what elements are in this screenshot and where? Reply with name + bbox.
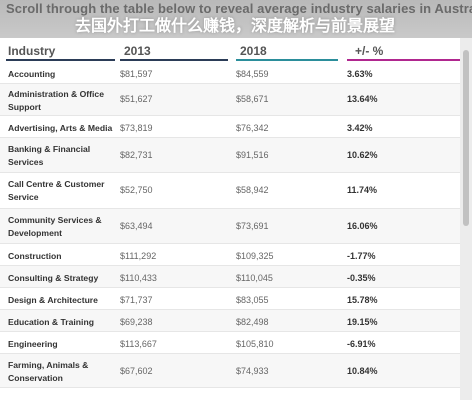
cell-pct: -1.77% bbox=[347, 251, 376, 261]
cell-v2018: $110,045 bbox=[236, 273, 273, 283]
table-row: Call Centre & Customer Service $52,750 $58… bbox=[0, 173, 460, 209]
table-row: Farming, Animals & Conservation $67,602 $7… bbox=[0, 354, 460, 388]
table-scrollbar[interactable] bbox=[460, 38, 472, 400]
table-row: Advertising, Arts & Media $73,819 $76,342 3… bbox=[0, 116, 460, 138]
cell-industry: Education & Training bbox=[8, 317, 94, 327]
cell-v2013: $111,292 bbox=[120, 251, 157, 261]
cell-pct: -0.35% bbox=[347, 273, 376, 283]
cell-v2013: $113,667 bbox=[120, 339, 157, 349]
table-row: Design & Architecture $71,737 $83,055 15.78… bbox=[0, 288, 460, 310]
cell-v2013: $67,602 bbox=[120, 366, 153, 376]
table-row: Administration & Office Support $51,627 $5… bbox=[0, 84, 460, 116]
cell-v2013: $81,597 bbox=[120, 69, 153, 79]
cell-industry: Administration & Office Support bbox=[8, 89, 104, 112]
cell-v2018: $82,498 bbox=[236, 317, 269, 327]
cell-v2013: $71,737 bbox=[120, 295, 153, 305]
cell-industry: Design & Architecture bbox=[8, 295, 98, 305]
cell-pct: 3.42% bbox=[347, 123, 373, 133]
cell-pct: 19.15% bbox=[347, 317, 378, 327]
column-underline-industry bbox=[6, 59, 115, 61]
table-row: Accounting $81,597 $84,559 3.63% bbox=[0, 62, 460, 84]
cell-v2013: $82,731 bbox=[120, 150, 153, 160]
header-bar: Scroll through the table below to reveal… bbox=[0, 0, 472, 38]
salary-table[interactable]: Industry 2013 2018 +/- % Accounting $81,5… bbox=[0, 38, 460, 400]
cell-v2013: $51,627 bbox=[120, 94, 153, 104]
cell-industry: Engineering bbox=[8, 339, 58, 349]
cell-v2018: $76,342 bbox=[236, 123, 269, 133]
page-title: Scroll through the table below to reveal… bbox=[6, 1, 472, 16]
overlay-title: 去国外打工做什么赚钱，深度解析与前景展望 bbox=[75, 18, 396, 35]
cell-industry: Farming, Animals & Conservation bbox=[8, 360, 89, 383]
cell-v2018: $109,325 bbox=[236, 251, 274, 261]
cell-industry: Accounting bbox=[8, 69, 56, 79]
column-header-change: +/- % bbox=[355, 44, 384, 58]
cell-v2013: $110,433 bbox=[120, 273, 157, 283]
cell-industry: Community Services & Development bbox=[8, 215, 102, 238]
cell-v2018: $83,055 bbox=[236, 295, 269, 305]
cell-industry: Advertising, Arts & Media bbox=[8, 123, 113, 133]
cell-pct: 10.62% bbox=[347, 150, 378, 160]
scrollbar-thumb[interactable] bbox=[463, 50, 469, 226]
cell-v2013: $52,750 bbox=[120, 185, 153, 195]
cell-v2018: $74,933 bbox=[236, 366, 269, 376]
cell-industry: Construction bbox=[8, 251, 62, 261]
cell-v2013: $63,494 bbox=[120, 221, 153, 231]
cell-pct: 13.64% bbox=[347, 94, 378, 104]
cell-v2013: $73,819 bbox=[120, 123, 153, 133]
cell-pct: -6.91% bbox=[347, 339, 376, 349]
table-row: Community Services & Development $63,494 $… bbox=[0, 209, 460, 244]
cell-v2013: $69,238 bbox=[120, 317, 153, 327]
column-header-2013: 2013 bbox=[124, 44, 151, 58]
cell-v2018: $73,691 bbox=[236, 221, 269, 231]
cell-v2018: $105,810 bbox=[236, 339, 274, 349]
cell-industry: Call Centre & Customer Service bbox=[8, 179, 105, 202]
table-row: Banking & Financial Services $82,731 $91,5… bbox=[0, 138, 460, 173]
cell-industry: Banking & Financial Services bbox=[8, 144, 91, 167]
column-header-2018: 2018 bbox=[240, 44, 267, 58]
cell-industry: Consulting & Strategy bbox=[8, 273, 99, 283]
cell-pct: 3.63% bbox=[347, 69, 373, 79]
cell-pct: 10.84% bbox=[347, 366, 378, 376]
column-underline-2013 bbox=[120, 59, 228, 61]
cell-v2018: $91,516 bbox=[236, 150, 269, 160]
table-header-row: Industry 2013 2018 +/- % bbox=[0, 38, 460, 62]
table-row: Consulting & Strategy $110,433 $110,045 -0.… bbox=[0, 266, 460, 288]
column-underline-change bbox=[347, 59, 460, 61]
table-row: Education & Training $69,238 $82,498 19.15% bbox=[0, 310, 460, 332]
cell-v2018: $58,942 bbox=[236, 185, 269, 195]
cell-v2018: $84,559 bbox=[236, 69, 269, 79]
cell-pct: 15.78% bbox=[347, 295, 378, 305]
cell-pct: 16.06% bbox=[347, 221, 378, 231]
column-underline-2018 bbox=[236, 59, 338, 61]
table-row: Construction $111,292 $109,325 -1.77% bbox=[0, 244, 460, 266]
cell-v2018: $58,671 bbox=[236, 94, 269, 104]
cell-pct: 11.74% bbox=[347, 185, 378, 195]
table-row: Engineering $113,667 $105,810 -6.91% bbox=[0, 332, 460, 354]
column-header-industry: Industry bbox=[8, 44, 56, 58]
